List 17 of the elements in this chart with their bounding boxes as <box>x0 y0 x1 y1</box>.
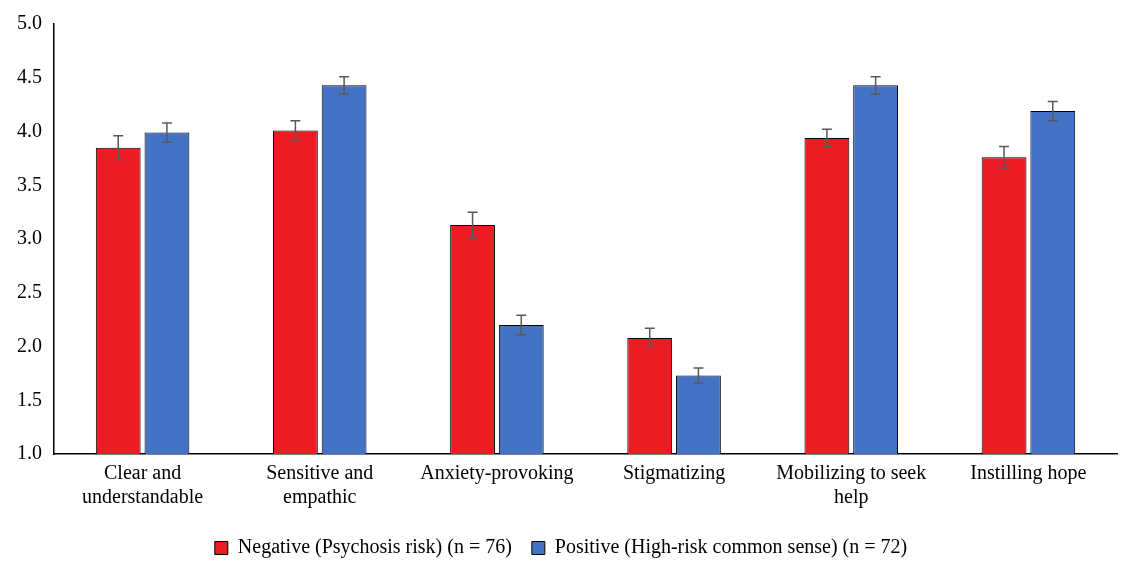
y-tick-label: 3.5 <box>17 172 42 195</box>
y-tick-label: 4.0 <box>17 118 42 141</box>
x-tick-label: Anxiety-provoking <box>420 461 574 485</box>
y-tick-label: 1.5 <box>17 387 42 410</box>
y-tick-label: 2.0 <box>17 333 42 356</box>
legend-label: Positive (High-risk common sense) (n = 72) <box>554 535 908 559</box>
x-tick-label: Clear and understandable <box>82 461 204 508</box>
x-tick-label: Stigmatizing <box>622 461 726 485</box>
y-tick-label: 2.5 <box>17 280 42 302</box>
x-tick-label: Mobilizing to seek help <box>776 461 927 509</box>
y-tick-label: 1.0 <box>17 441 42 464</box>
y-tick-label: 5.0 <box>17 11 42 34</box>
y-tick-label: 4.5 <box>17 65 42 87</box>
y-tick-label: 3.0 <box>17 226 42 249</box>
x-tick-label: Instilling hope <box>970 461 1087 485</box>
x-tick-label: Sensitive and empathic <box>266 461 374 509</box>
legend-label: Negative (Psychosis risk) (n = 76) <box>237 535 512 559</box>
